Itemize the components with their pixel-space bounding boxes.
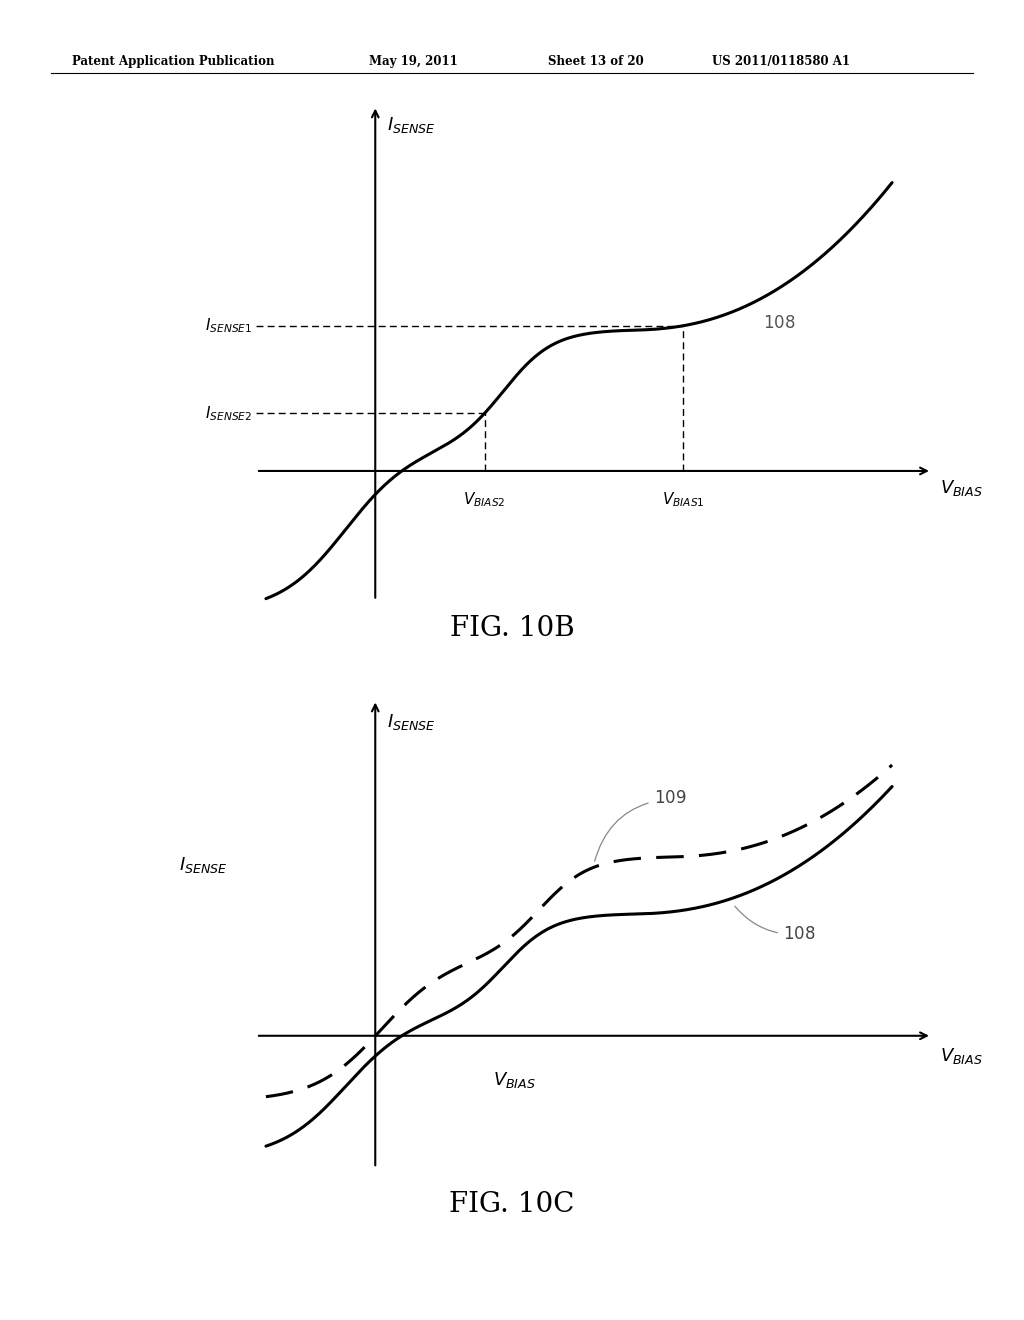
Text: FIG. 10B: FIG. 10B — [450, 615, 574, 642]
Text: $I_{SENSE}$: $I_{SENSE}$ — [387, 115, 436, 135]
Text: Sheet 13 of 20: Sheet 13 of 20 — [548, 55, 644, 69]
Text: $\it{108}$: $\it{108}$ — [735, 907, 815, 942]
Text: $\it{109}$: $\it{109}$ — [595, 791, 686, 861]
Text: $V_{BIAS}$: $V_{BIAS}$ — [493, 1071, 536, 1090]
Text: $V_{BIAS1}$: $V_{BIAS1}$ — [663, 490, 705, 508]
Text: $V_{BIAS2}$: $V_{BIAS2}$ — [463, 490, 506, 508]
Text: Patent Application Publication: Patent Application Publication — [72, 55, 274, 69]
Text: $V_{BIAS}$: $V_{BIAS}$ — [940, 478, 983, 498]
Text: $I_{SENSE2}$: $I_{SENSE2}$ — [205, 404, 252, 422]
Text: May 19, 2011: May 19, 2011 — [369, 55, 458, 69]
Text: $V_{BIAS}$: $V_{BIAS}$ — [940, 1045, 983, 1067]
Text: $I_{SENSE1}$: $I_{SENSE1}$ — [205, 317, 252, 335]
Text: $\it{108}$: $\it{108}$ — [763, 314, 796, 331]
Text: US 2011/0118580 A1: US 2011/0118580 A1 — [712, 55, 850, 69]
Text: FIG. 10C: FIG. 10C — [450, 1191, 574, 1217]
Text: $I_{SENSE}$: $I_{SENSE}$ — [179, 854, 228, 875]
Text: $I_{SENSE}$: $I_{SENSE}$ — [387, 711, 436, 731]
